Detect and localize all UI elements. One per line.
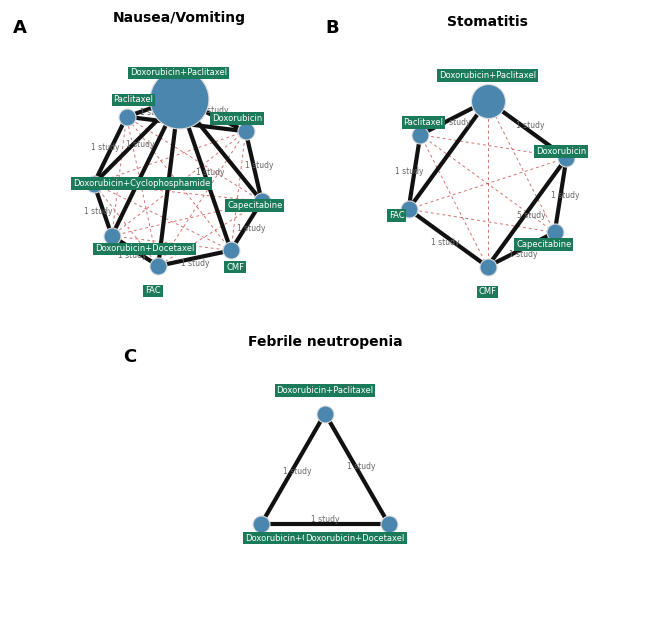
Text: A: A <box>13 19 27 37</box>
Text: 1 study: 1 study <box>442 118 471 127</box>
Text: 1 study: 1 study <box>516 120 544 130</box>
Text: Paclitaxel: Paclitaxel <box>114 96 153 104</box>
Text: 1 study: 1 study <box>140 108 168 117</box>
Text: FAC: FAC <box>146 287 161 296</box>
Text: C: C <box>124 348 136 366</box>
Text: Doxorubicin: Doxorubicin <box>212 114 263 123</box>
Title: Febrile neutropenia: Febrile neutropenia <box>248 335 402 349</box>
Text: 1 study: 1 study <box>346 462 375 471</box>
Title: Nausea/Vomiting: Nausea/Vomiting <box>112 11 245 25</box>
Text: 1 study: 1 study <box>126 141 154 149</box>
Text: Doxorubicin+Cyclophosphamide: Doxorubicin+Cyclophosphamide <box>245 534 382 542</box>
Text: 1 study: 1 study <box>509 249 538 259</box>
Point <box>226 246 236 256</box>
Point <box>174 94 184 104</box>
Point <box>257 196 267 206</box>
Text: 1 study: 1 study <box>283 467 311 476</box>
Text: 1 study: 1 study <box>118 251 146 260</box>
Text: 1 study: 1 study <box>395 166 424 176</box>
Point <box>384 519 394 529</box>
Text: Capecitabine: Capecitabine <box>516 240 571 249</box>
Text: 1 study: 1 study <box>237 224 265 233</box>
Text: Doxorubicin+Paclitaxel: Doxorubicin+Paclitaxel <box>439 71 536 80</box>
Point <box>562 153 572 163</box>
Text: Doxorubicin+Cyclophosphamide: Doxorubicin+Cyclophosphamide <box>73 179 210 188</box>
Text: 1 study: 1 study <box>159 179 188 187</box>
Point <box>482 96 493 106</box>
Text: 1 study: 1 study <box>91 143 120 153</box>
Point <box>153 261 163 271</box>
Text: 1 study: 1 study <box>181 259 210 268</box>
Text: Doxorubicin+Docetaxel: Doxorubicin+Docetaxel <box>95 244 194 253</box>
Point <box>403 204 413 215</box>
Point <box>256 519 266 529</box>
Text: Doxorubicin: Doxorubicin <box>536 147 586 156</box>
Point <box>122 111 132 122</box>
Point <box>320 408 330 418</box>
Text: B: B <box>325 19 339 37</box>
Text: 1 study: 1 study <box>84 207 112 216</box>
Text: 1 study: 1 study <box>431 237 459 247</box>
Point <box>549 227 560 237</box>
Text: 5 study: 5 study <box>517 211 545 220</box>
Point <box>482 261 493 272</box>
Point <box>240 126 251 136</box>
Text: Doxorubicin+Docetaxel: Doxorubicin+Docetaxel <box>306 534 405 542</box>
Text: Doxorubicin+Paclitaxel: Doxorubicin+Paclitaxel <box>276 386 374 395</box>
Text: 1 study: 1 study <box>311 515 339 524</box>
Title: Stomatitis: Stomatitis <box>447 15 528 28</box>
Text: 1 study: 1 study <box>196 168 224 177</box>
Point <box>415 130 426 140</box>
Text: 1 study: 1 study <box>200 106 229 115</box>
Text: 1 study: 1 study <box>551 191 580 201</box>
Text: FAC: FAC <box>389 211 404 220</box>
Text: Paclitaxel: Paclitaxel <box>404 118 443 127</box>
Point <box>107 231 117 241</box>
Text: 1 study: 1 study <box>244 161 273 170</box>
Text: CMF: CMF <box>226 263 244 272</box>
Text: Doxorubicin+Paclitaxel: Doxorubicin+Paclitaxel <box>130 68 227 77</box>
Point <box>88 179 99 189</box>
Text: CMF: CMF <box>478 287 497 296</box>
Text: Capecitabine: Capecitabine <box>227 201 283 210</box>
